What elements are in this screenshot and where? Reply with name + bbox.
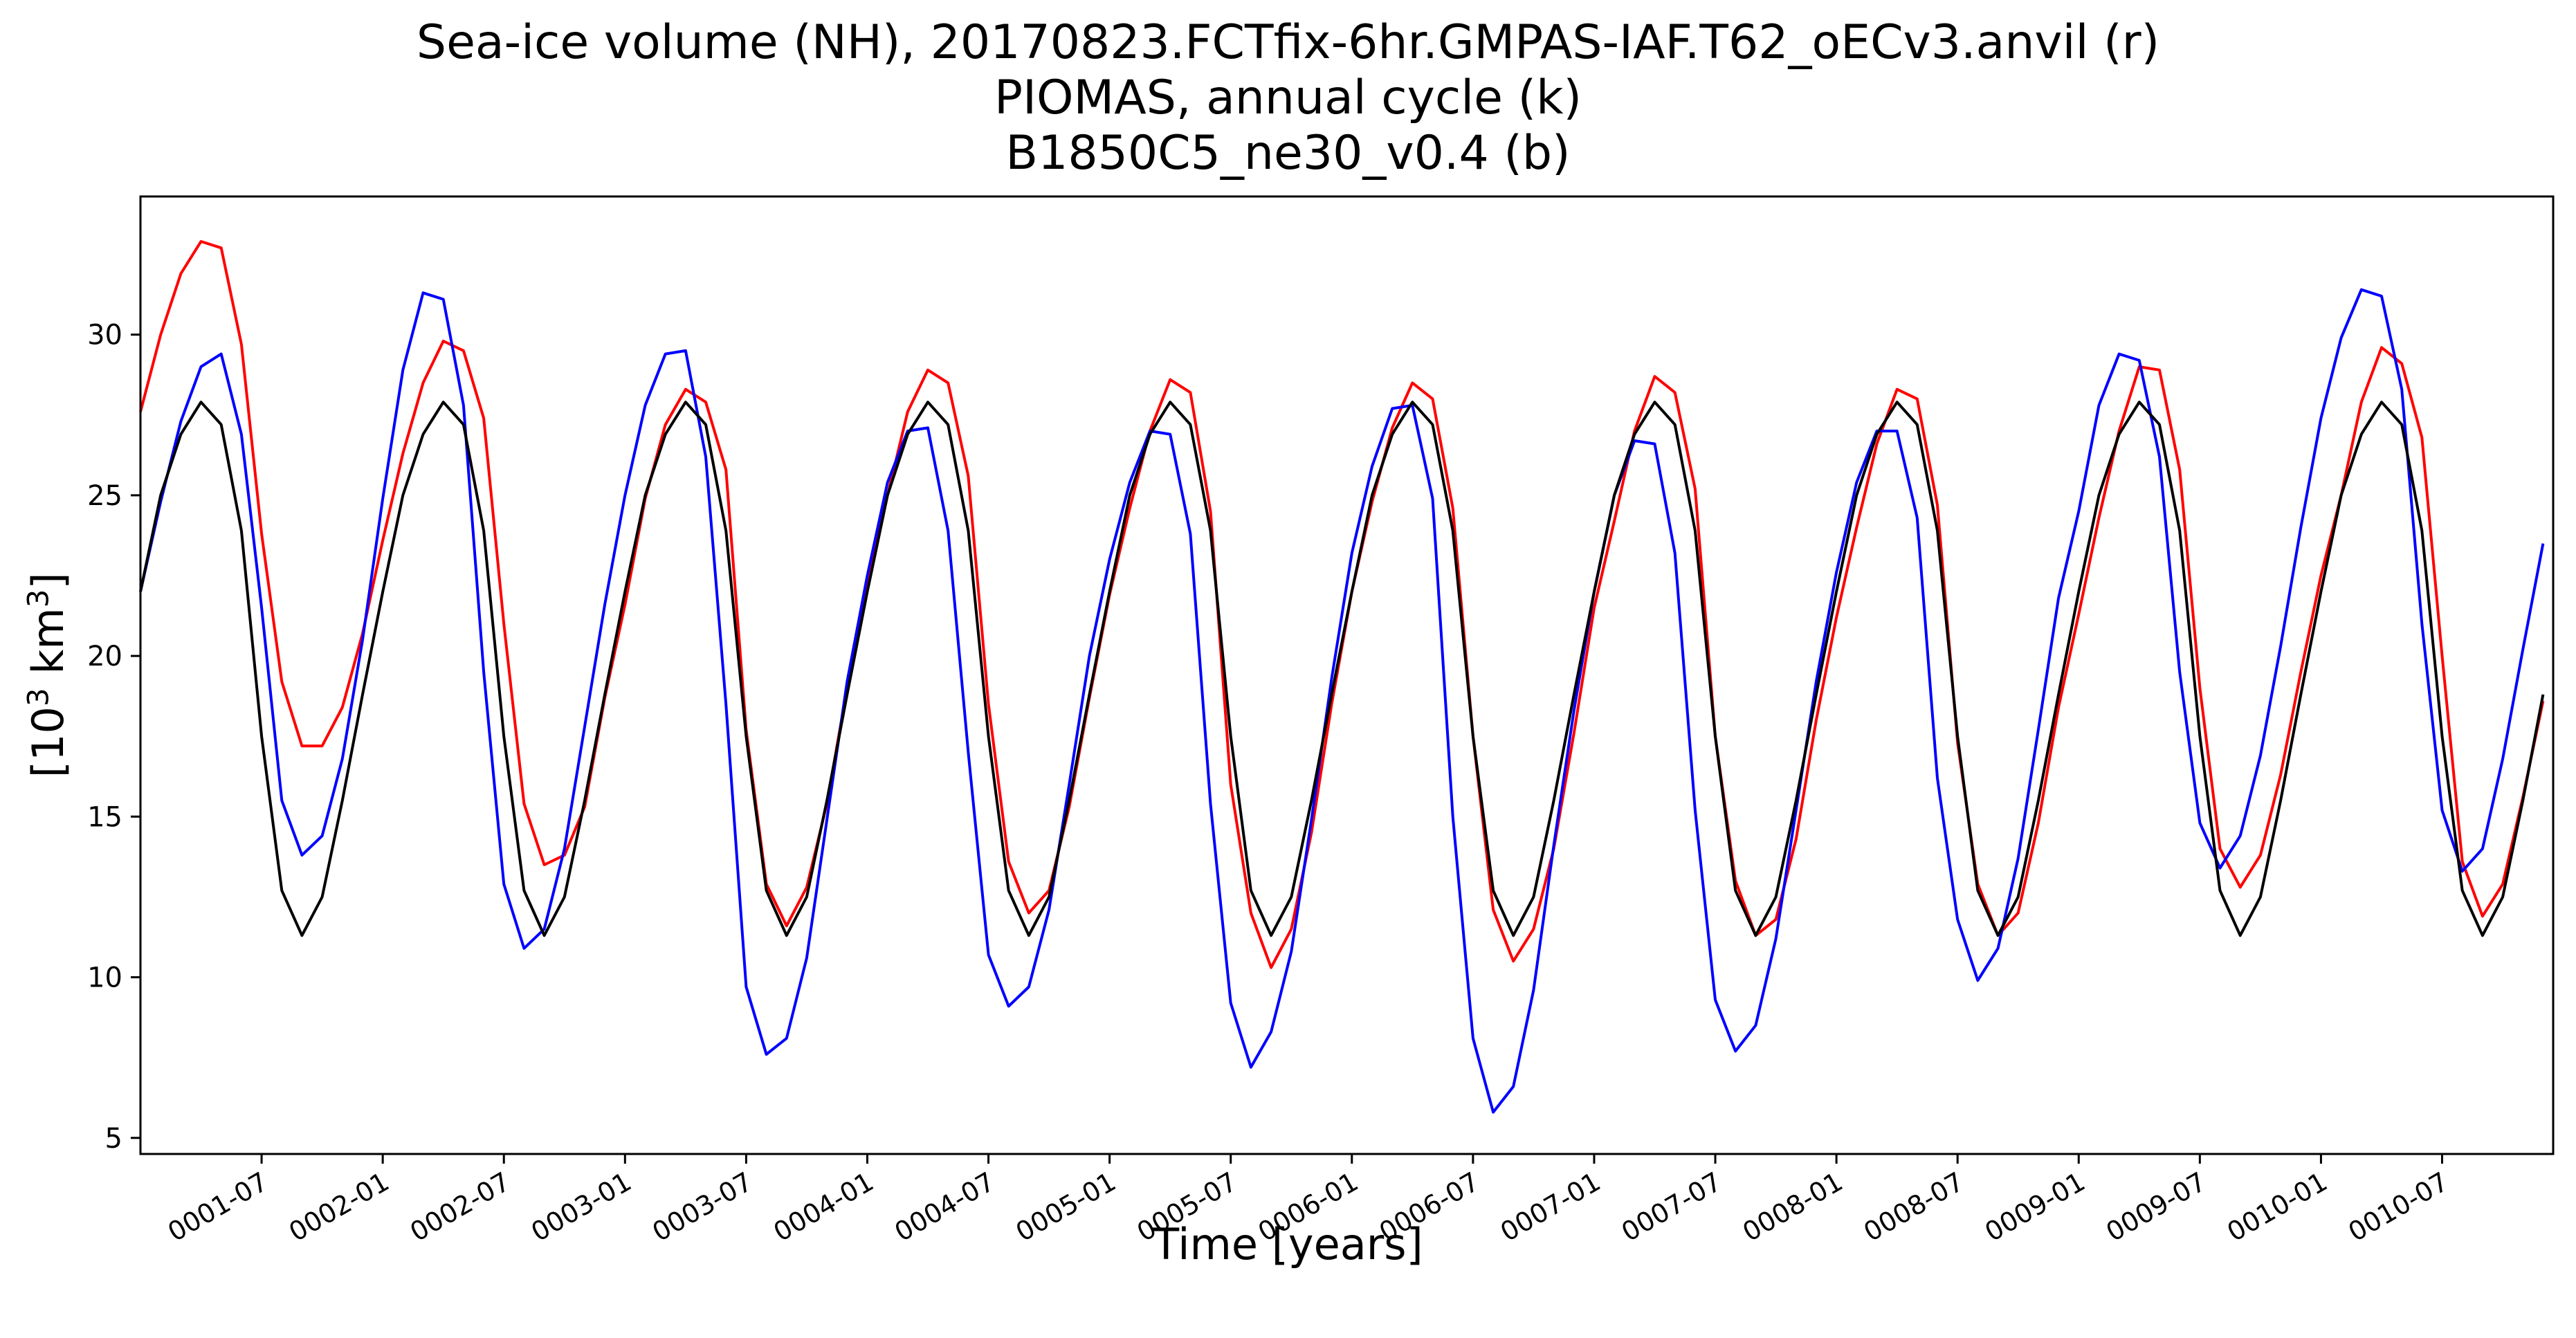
y-tick-label: 5 — [105, 1123, 122, 1155]
chart-title-line-2: PIOMAS, annual cycle (k) — [994, 71, 1582, 125]
series-line-1 — [139, 288, 2545, 1114]
series-layer — [139, 240, 2545, 1114]
chart-title-line-1: Sea-ice volume (NH), 20170823.FCTfix-6hr… — [416, 15, 2160, 70]
y-tick-label: 30 — [87, 320, 122, 351]
series-line-2 — [139, 401, 2545, 937]
y-tick-label: 10 — [87, 962, 122, 994]
x-axis-label: Time [years] — [1153, 1219, 1423, 1270]
plot-frame — [139, 195, 2555, 1155]
y-tick-label: 15 — [87, 801, 122, 833]
chart-title-line-3: B1850C5_ne30_v0.4 (b) — [1005, 126, 1571, 181]
y-tick-label: 25 — [87, 480, 122, 512]
y-tick-label: 20 — [87, 641, 122, 672]
y-axis-label: [103 km3] — [21, 572, 73, 778]
y-axis: 5 10 15 20 25 30 — [87, 320, 140, 1155]
